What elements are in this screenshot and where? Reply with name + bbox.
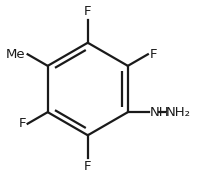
Text: F: F: [18, 117, 26, 130]
Text: F: F: [84, 5, 92, 18]
Text: NH₂: NH₂: [166, 106, 191, 119]
Text: F: F: [84, 160, 92, 173]
Text: NH: NH: [150, 106, 170, 119]
Text: Me: Me: [6, 48, 26, 61]
Text: F: F: [150, 48, 157, 61]
